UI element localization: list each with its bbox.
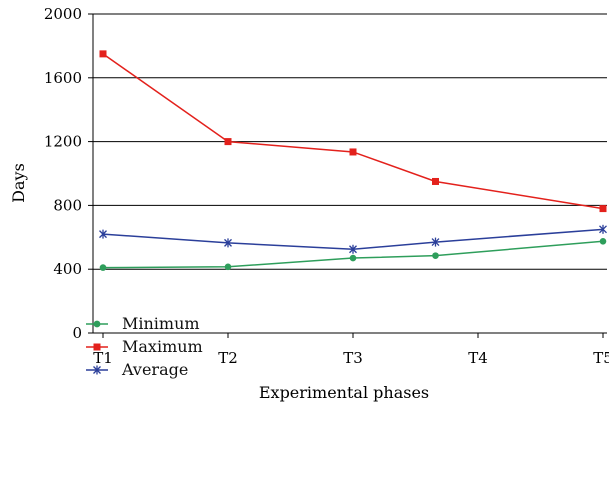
y-tick-label: 800 — [53, 196, 82, 214]
data-point-minimum — [224, 263, 232, 271]
series-line-maximum — [102, 53, 604, 210]
y-tick-label: 1600 — [44, 69, 82, 87]
legend-label-minimum: Minimum — [122, 314, 200, 333]
legend-item-minimum: Minimum — [84, 312, 203, 335]
y-tick-label: 2000 — [44, 5, 82, 23]
x-tick-label: T1 — [93, 349, 113, 367]
legend-item-average: Average — [84, 358, 203, 381]
data-point-minimum — [349, 254, 357, 262]
data-point-maximum — [349, 148, 357, 156]
data-point-average — [224, 238, 232, 248]
x-tick-label: T3 — [343, 349, 363, 367]
x-tick-label: T5 — [593, 349, 609, 367]
data-point-average — [99, 229, 107, 239]
x-tick-label: T2 — [218, 349, 238, 367]
legend-label-average: Average — [122, 360, 189, 379]
legend-label-maximum: Maximum — [122, 337, 203, 356]
legend-marker-maximum — [86, 343, 108, 350]
y-axis-label: Days — [9, 163, 28, 203]
data-point-average — [431, 237, 440, 247]
data-point-average — [349, 244, 357, 254]
data-point-minimum — [599, 237, 607, 245]
axes — [88, 13, 607, 338]
data-point-minimum — [432, 252, 439, 259]
y-tick-labels: 0 400 800 1200 1600 2000 — [44, 5, 82, 342]
x-tick-label: T4 — [468, 349, 488, 367]
legend-marker-average — [86, 365, 108, 374]
data-point-maximum — [599, 205, 607, 213]
y-tick-label: 400 — [53, 260, 82, 278]
y-tick-label: 0 — [72, 324, 82, 342]
data-point-average — [599, 224, 607, 234]
y-tick-label: 1200 — [44, 133, 82, 151]
data-point-maximum — [224, 138, 232, 146]
legend-item-maximum: Maximum — [84, 335, 203, 358]
gridlines — [93, 13, 607, 270]
data-point-maximum — [99, 50, 107, 58]
legend: Minimum Maximum Average — [84, 312, 203, 381]
legend-marker-minimum — [86, 320, 108, 327]
x-tick-labels: T1 T2 T3 T4 T5 — [93, 349, 609, 367]
data-point-maximum — [432, 177, 439, 185]
x-axis-label: Experimental phases — [259, 383, 429, 402]
series-lines — [99, 50, 607, 271]
data-point-minimum — [99, 264, 107, 271]
